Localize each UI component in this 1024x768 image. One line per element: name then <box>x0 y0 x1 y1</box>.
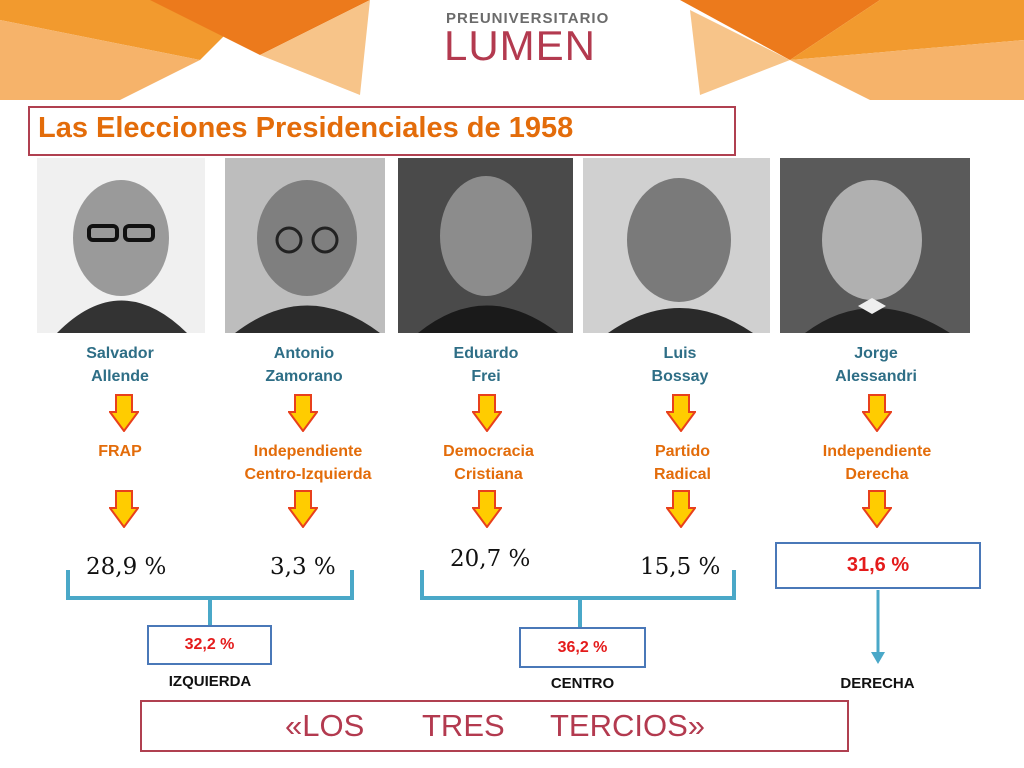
tres-tercios-word-1: «LOS <box>285 708 365 743</box>
percent-allende: 28,9 % <box>86 554 167 580</box>
party-bossay: Partido Radical <box>654 443 711 483</box>
party-alessandri: Independiente Derecha <box>822 443 932 483</box>
arrow-down-icon <box>472 490 502 528</box>
party-zamorano: Independiente Centro-Izquierda <box>244 443 372 483</box>
bloc-label-derecha: DERECHA <box>840 675 915 692</box>
brand-logo-text: LUMEN <box>443 22 597 69</box>
bloc-label-centro: CENTRO <box>550 675 615 692</box>
party-allende: FRAP <box>98 443 142 460</box>
party-frei: Democracia Cristiana <box>443 443 534 483</box>
portrait-allende <box>37 158 205 333</box>
page-title: Las Elecciones Presidenciales de 1958 <box>38 112 574 144</box>
bloc-centro-box: 36,2 % <box>519 627 646 668</box>
grouping-brackets <box>66 570 885 664</box>
tres-tercios-word-2: TRES <box>422 708 505 743</box>
arrow-down-icon <box>472 394 502 432</box>
arrow-down-icon <box>288 490 318 528</box>
brand-subtitle: PREUNIVERSITARIO <box>446 10 610 27</box>
candidate-name-frei: Eduardo Frei <box>453 345 519 385</box>
arrow-down-icon <box>862 490 892 528</box>
header-decoration <box>0 0 1024 100</box>
bloc-izquierda-box: 32,2 % <box>147 625 272 665</box>
portrait-alessandri <box>780 158 970 333</box>
arrow-down-icon <box>666 394 696 432</box>
portrait-zamorano <box>225 158 385 333</box>
candidate-name-allende: Salvador Allende <box>86 345 154 385</box>
portrait-bossay <box>583 158 770 333</box>
percent-zamorano: 3,3 % <box>270 554 336 580</box>
percent-bossay: 15,5 % <box>640 554 721 580</box>
percent-frei: 20,7 % <box>450 546 531 572</box>
candidate-name-alessandri: Jorge Alessandri <box>835 345 917 385</box>
arrow-down-icon <box>109 394 139 432</box>
title-frame <box>28 106 736 156</box>
tres-tercios-frame <box>140 700 849 752</box>
portrait-frei <box>398 158 573 333</box>
candidate-name-bossay: Luis Bossay <box>651 345 709 385</box>
arrow-down-icon <box>288 394 318 432</box>
arrow-down-icon <box>109 490 139 528</box>
candidate-name-zamorano: Antonio Zamorano <box>265 345 343 385</box>
arrow-down-icon <box>862 394 892 432</box>
tres-tercios-word-3: TERCIOS» <box>550 708 706 743</box>
percent-alessandri-box: 31,6 % <box>775 542 981 589</box>
arrow-down-icon <box>666 490 696 528</box>
bloc-label-izquierda: IZQUIERDA <box>168 673 252 690</box>
